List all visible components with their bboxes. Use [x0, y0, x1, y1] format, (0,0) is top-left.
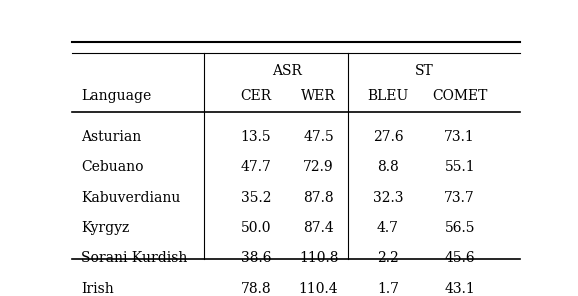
Text: 78.8: 78.8 [240, 281, 271, 295]
Text: Sorani Kurdish: Sorani Kurdish [81, 251, 188, 265]
Text: 50.0: 50.0 [240, 221, 271, 235]
Text: 4.7: 4.7 [377, 221, 399, 235]
Text: 72.9: 72.9 [303, 160, 334, 174]
Text: 32.3: 32.3 [373, 191, 403, 205]
Text: 87.8: 87.8 [303, 191, 334, 205]
Text: WER: WER [301, 89, 336, 103]
Text: 38.6: 38.6 [240, 251, 271, 265]
Text: 45.6: 45.6 [444, 251, 475, 265]
Text: 43.1: 43.1 [444, 281, 475, 295]
Text: Asturian: Asturian [81, 130, 142, 144]
Text: COMET: COMET [432, 89, 487, 103]
Text: 110.4: 110.4 [299, 281, 339, 295]
Text: Kabuverdianu: Kabuverdianu [81, 191, 180, 205]
Text: ASR: ASR [272, 64, 302, 78]
Text: 73.7: 73.7 [444, 191, 475, 205]
Text: 56.5: 56.5 [444, 221, 475, 235]
Text: 1.7: 1.7 [377, 281, 399, 295]
Text: Irish: Irish [81, 281, 114, 295]
Text: 27.6: 27.6 [373, 130, 403, 144]
Text: Cebuano: Cebuano [81, 160, 144, 174]
Text: CER: CER [240, 89, 272, 103]
Text: Kyrgyz: Kyrgyz [81, 221, 129, 235]
Text: ST: ST [414, 64, 434, 78]
Text: 110.8: 110.8 [299, 251, 338, 265]
Text: 35.2: 35.2 [240, 191, 271, 205]
Text: Language: Language [81, 89, 151, 103]
Text: 73.1: 73.1 [444, 130, 475, 144]
Text: 13.5: 13.5 [240, 130, 271, 144]
Text: 87.4: 87.4 [303, 221, 334, 235]
Text: 47.7: 47.7 [240, 160, 271, 174]
Text: 8.8: 8.8 [377, 160, 399, 174]
Text: 55.1: 55.1 [444, 160, 475, 174]
Text: 47.5: 47.5 [303, 130, 334, 144]
Text: 2.2: 2.2 [377, 251, 399, 265]
Text: BLEU: BLEU [368, 89, 409, 103]
